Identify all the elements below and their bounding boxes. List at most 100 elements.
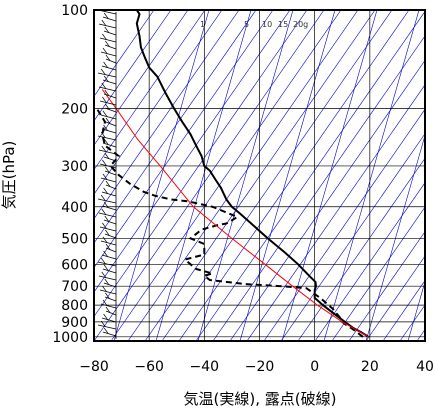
wind-barb-feather bbox=[102, 285, 107, 292]
y-tick-label: 900 bbox=[61, 315, 88, 331]
wind-barb bbox=[101, 128, 117, 134]
wind-barb-feather bbox=[103, 250, 108, 257]
isotherm-line bbox=[94, 10, 240, 220]
wind-barb bbox=[97, 72, 117, 78]
mixing-ratio-line bbox=[407, 280, 425, 341]
wind-barb-feather bbox=[102, 47, 108, 54]
x-axis-title: 気温(実線), 露点(破線) bbox=[184, 390, 337, 408]
mixing-ratio-line bbox=[281, 10, 378, 341]
dewpoint-line bbox=[95, 107, 364, 338]
wind-barb bbox=[97, 198, 117, 204]
wind-barb bbox=[105, 58, 117, 64]
parcel-line bbox=[101, 89, 369, 338]
wind-barb-feather bbox=[105, 243, 111, 250]
wind-barb-feather bbox=[103, 264, 109, 271]
x-tick-label: −80 bbox=[79, 359, 109, 375]
plot-frame bbox=[93, 9, 426, 342]
wind-barb-feather bbox=[104, 278, 110, 285]
mixing-ratio-label: 10 bbox=[262, 20, 272, 29]
wind-barb bbox=[100, 114, 117, 120]
y-tick-label: 100 bbox=[61, 3, 88, 19]
x-tick-label: −20 bbox=[245, 359, 275, 375]
wind-barb bbox=[100, 240, 117, 246]
mixing-ratio-label: 20g bbox=[293, 20, 308, 29]
isotherm-line bbox=[382, 280, 425, 341]
wind-barb-feather bbox=[102, 110, 108, 117]
wind-barb-feather bbox=[105, 166, 110, 173]
mixing-ratio-label: 1 bbox=[200, 20, 205, 29]
wind-barb-feather bbox=[105, 229, 110, 236]
wind-barb-feather bbox=[105, 180, 111, 187]
wind-barb-feather bbox=[103, 124, 108, 131]
wind-barb bbox=[101, 191, 117, 197]
y-tick-label: 500 bbox=[61, 231, 88, 247]
y-tick-label: 400 bbox=[61, 200, 88, 216]
wind-barb-feather bbox=[104, 26, 110, 33]
y-tick-label: 1000 bbox=[52, 330, 88, 346]
wind-barb-feather bbox=[100, 68, 106, 75]
wind-barb bbox=[105, 247, 117, 253]
wind-barb bbox=[101, 65, 117, 71]
wind-barb-feather bbox=[103, 313, 108, 320]
wind-barb bbox=[105, 184, 117, 190]
mixing-ratio-label: 15 bbox=[278, 20, 288, 29]
wind-barb bbox=[102, 268, 117, 274]
wind-barb bbox=[104, 296, 117, 302]
wind-barb bbox=[102, 79, 117, 85]
x-tick-label: −40 bbox=[190, 359, 220, 375]
wind-barb bbox=[105, 121, 117, 127]
y-tick-label: 200 bbox=[61, 101, 88, 117]
wind-barb bbox=[97, 135, 117, 141]
y-axis-title: 気圧(hPa) bbox=[0, 141, 18, 210]
wind-barb bbox=[99, 163, 117, 169]
wind-barb-feather bbox=[104, 89, 110, 96]
wind-barb bbox=[102, 16, 117, 22]
wind-barb-feather bbox=[102, 299, 108, 306]
wind-barb-feather bbox=[104, 152, 110, 159]
wind-barb bbox=[104, 44, 117, 50]
wind-barb-feather bbox=[101, 19, 107, 26]
mixing-ratio-line bbox=[323, 10, 420, 341]
wind-barb bbox=[101, 254, 117, 260]
wind-barb-feather bbox=[101, 145, 107, 152]
wind-barb-feather bbox=[105, 103, 110, 110]
profile-lines bbox=[95, 10, 370, 338]
isotherm-line bbox=[161, 10, 393, 341]
wind-barb bbox=[99, 289, 117, 295]
wind-barb-feather bbox=[101, 82, 107, 89]
wind-barb bbox=[98, 149, 117, 155]
mixing-ratio-labels: 1 5 10 15 20g bbox=[200, 20, 308, 29]
x-tick-labels: −80 −60 −40 −20 0 20 40 bbox=[79, 359, 434, 375]
wind-barb bbox=[104, 107, 117, 113]
wind-barb-feather bbox=[100, 257, 106, 264]
wind-barb-feather bbox=[100, 194, 106, 201]
wind-barb-feather bbox=[103, 187, 108, 194]
y-tick-label: 700 bbox=[61, 279, 88, 295]
wind-barb bbox=[103, 282, 117, 288]
wind-barb bbox=[102, 205, 117, 211]
wind-barb-feather bbox=[102, 222, 107, 229]
wind-barb-feather bbox=[105, 292, 110, 299]
wind-barb bbox=[100, 177, 117, 183]
wind-barb-feather bbox=[101, 271, 107, 278]
isotherm-line bbox=[94, 10, 257, 244]
wind-barb bbox=[100, 303, 117, 309]
isotherm-line bbox=[94, 10, 189, 146]
isotherm-line bbox=[314, 182, 425, 341]
isotherm-line bbox=[94, 10, 172, 122]
wind-barb bbox=[99, 37, 117, 43]
wind-barb bbox=[100, 51, 117, 57]
wind-barb-feather bbox=[105, 40, 110, 47]
wind-barb-feather bbox=[103, 201, 109, 208]
wind-barb-feather bbox=[103, 12, 109, 19]
isotherm-line bbox=[144, 10, 376, 341]
y-tick-label: 600 bbox=[61, 257, 88, 273]
wind-barb-feather bbox=[105, 54, 111, 61]
wind-barb bbox=[98, 86, 117, 92]
pressure-grid bbox=[94, 10, 425, 341]
wind-barb bbox=[97, 261, 117, 267]
isotherm-line bbox=[280, 133, 425, 341]
mixing-ratio-line bbox=[113, 10, 210, 341]
wind-barb-feather bbox=[103, 327, 109, 334]
